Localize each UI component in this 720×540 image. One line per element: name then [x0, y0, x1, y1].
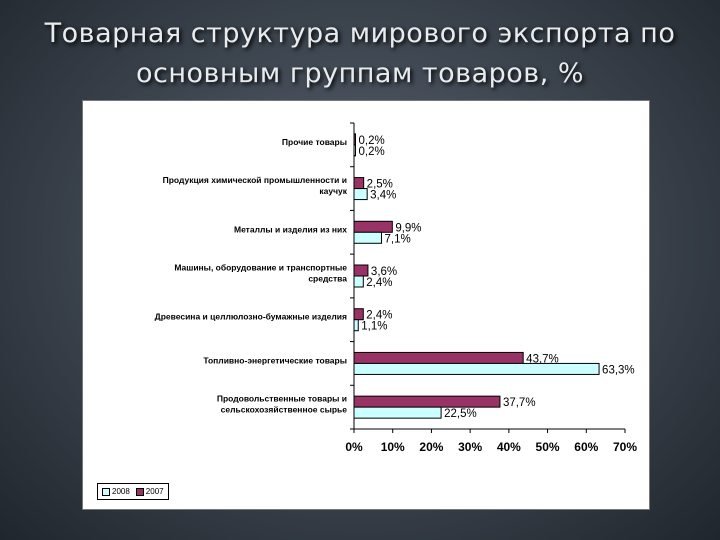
- bar-2007-4: [353, 308, 364, 321]
- bar-2008-1: [353, 188, 368, 201]
- data-label-2007: 0,2%: [359, 135, 385, 147]
- chart-legend: 2008 2007: [97, 483, 169, 500]
- data-label-2007: 9,9%: [395, 222, 421, 234]
- bar-2007-6: [353, 395, 501, 408]
- data-label-2008: 2,4%: [366, 277, 392, 289]
- legend-swatch-2008: [102, 487, 110, 496]
- category-label: Топливно-энергетические товары: [203, 355, 347, 365]
- data-label-2008: 3,4%: [370, 190, 396, 202]
- category-label: Прочие товары: [282, 137, 347, 147]
- data-label-2008: 7,1%: [384, 233, 410, 245]
- category-label: каучук: [319, 186, 347, 196]
- slide-title: Товарная структура мирового экспорта по …: [44, 18, 676, 89]
- category-label: Древесина и целлюлозно-бумажные изделия: [155, 312, 347, 322]
- category-label: Продовольственные товары и: [217, 394, 347, 404]
- x-tick-label: 0%: [345, 440, 363, 454]
- legend-label-2007: 2007: [145, 487, 164, 496]
- x-tick-label: 30%: [458, 440, 482, 454]
- data-label-2007: 2,4%: [366, 310, 392, 322]
- bar-2008-4: [353, 319, 359, 332]
- data-label-2008: 63,3%: [602, 364, 635, 376]
- category-label: Машины, оборудование и транспортные: [174, 263, 347, 273]
- category-label: Металлы и изделия из них: [234, 224, 347, 234]
- x-tick-label: 10%: [381, 440, 405, 454]
- bar-2008-5: [353, 362, 600, 375]
- data-label-2008: 0,2%: [359, 146, 385, 158]
- x-tick-label: 50%: [536, 440, 560, 454]
- data-label-2008: 22,5%: [444, 408, 477, 420]
- bar-2007-5: [353, 351, 524, 364]
- data-label-2007: 3,6%: [371, 266, 397, 278]
- bar-2007-1: [353, 177, 365, 190]
- chart-panel: 0% 10% 20% 30% 40% 50% 60% 70% Прочие товары 0,2%…: [82, 100, 650, 510]
- bar-2007-2: [353, 220, 393, 233]
- bar-2007-0: [353, 133, 356, 146]
- x-tick-label: 60%: [574, 440, 598, 454]
- bar-2008-2: [353, 231, 382, 244]
- legend-item-2007: 2007: [135, 484, 164, 499]
- x-tick-label: 70%: [613, 440, 637, 454]
- data-label-2007: 37,7%: [503, 397, 536, 409]
- category-label: средства: [308, 274, 347, 284]
- data-label-2008: 1,1%: [361, 321, 387, 333]
- legend-item-2008: 2008: [102, 484, 130, 499]
- bar-2007-3: [353, 264, 369, 277]
- bar-2008-0: [353, 144, 356, 157]
- bar-2008-6: [353, 406, 442, 419]
- bar-chart: 0% 10% 20% 30% 40% 50% 60% 70% Прочие товары 0,2%…: [155, 122, 637, 454]
- data-label-2007: 2,5%: [367, 179, 393, 191]
- legend-label-2008: 2008: [112, 487, 130, 496]
- bar-2008-3: [353, 275, 364, 288]
- legend-swatch-2007: [135, 487, 144, 496]
- category-label: Продукция химической промышленности и: [163, 175, 347, 185]
- data-label-2007: 43,7%: [526, 353, 559, 365]
- category-label: сельскохозяйственное сырье: [221, 405, 348, 415]
- x-tick-label: 40%: [497, 440, 521, 454]
- x-tick-label: 20%: [419, 440, 443, 454]
